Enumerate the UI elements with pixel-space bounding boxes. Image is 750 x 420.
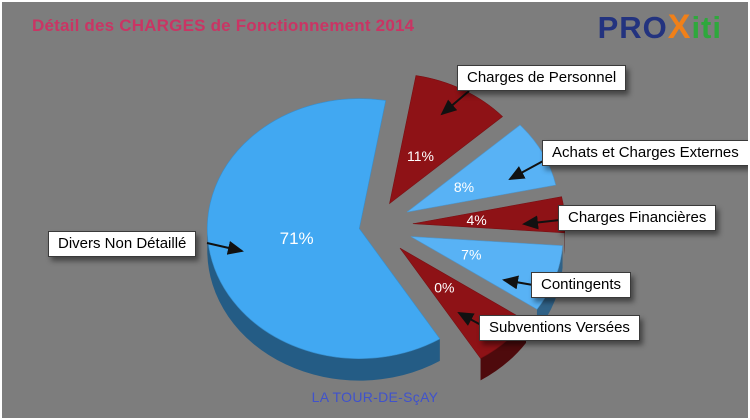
pie-percent-label: 71% [280, 229, 314, 248]
callout-subventions-versees: Subventions Versées [479, 315, 640, 341]
connector-personnel [440, 90, 470, 116]
logo-part-blue: PRO [597, 10, 668, 45]
commune-name: LA TOUR-DE-SçAY [311, 389, 439, 405]
pie-percent-label: 11% [407, 148, 434, 164]
connector-achats [508, 159, 546, 180]
connector-financieres [522, 215, 561, 230]
pie-percent-label: 8% [454, 179, 474, 195]
callout-charges-financieres: Charges Financières [558, 205, 717, 231]
connector-subventions [457, 312, 482, 326]
callout-achats-charges-externes: Achats et Charges Externes [542, 140, 748, 166]
logo-part-orange: X [667, 8, 692, 46]
pie-percent-label: 7% [461, 246, 481, 262]
connector-contingents [502, 275, 534, 290]
connector-divers [206, 241, 244, 255]
pie-percent-label: 0% [434, 279, 454, 295]
pie-slice [206, 98, 441, 359]
logo-part-green: iti [691, 10, 722, 45]
chart-title: Détail des CHARGES de Fonctionnement 201… [32, 16, 415, 35]
pie-slice-side [536, 245, 563, 332]
callout-contingents: Contingents [531, 272, 632, 298]
callout-divers-non-detaille: Divers Non Détaillé [48, 231, 197, 257]
pie-slice-side [207, 228, 440, 381]
callout-charges-de-personnel: Charges de Personnel [457, 65, 627, 91]
pie-percent-label: 4% [466, 212, 486, 228]
proxiti-logo: PROXiti [598, 8, 722, 47]
